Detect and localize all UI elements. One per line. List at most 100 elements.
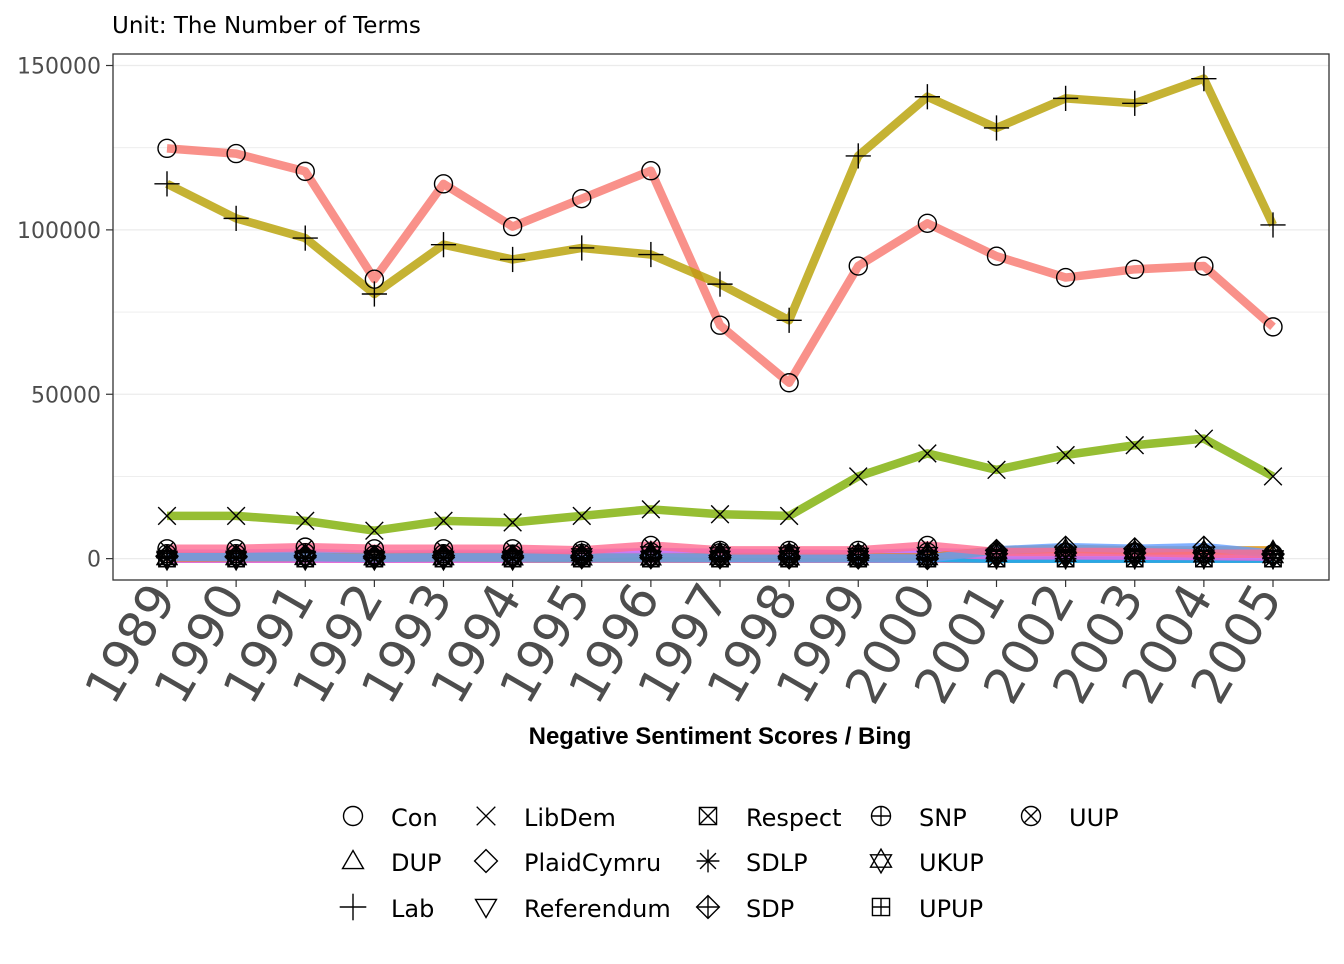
data-point-con: [848, 256, 868, 276]
plot-border: [112, 53, 1330, 581]
data-point-libdem: [641, 500, 661, 519]
legend-label: UUP: [1069, 804, 1119, 832]
legend: Con DUP Lab LibDem PlaidCymru Referendum Respe…: [339, 804, 1119, 923]
data-point-libdem: [503, 513, 522, 532]
data-point-con: [502, 216, 523, 237]
data-point-uup: [986, 542, 1007, 562]
data-point-lab: [500, 246, 526, 273]
data-point-con: [1263, 317, 1283, 337]
legend-label: SNP: [919, 804, 967, 832]
series-line-con: [166, 144, 1276, 387]
data-point-sdp: [639, 545, 663, 570]
legend-label: SDLP: [746, 849, 808, 877]
data-point-lab: [983, 115, 1010, 141]
data-point-con: [986, 246, 1007, 266]
data-point-lab: [1122, 90, 1148, 116]
legend-key-lab: [339, 893, 367, 921]
data-point-con: [1194, 256, 1214, 276]
data-point-lab: [361, 281, 387, 307]
legend-key-plaidcymru: [473, 848, 499, 874]
data-point-libdem: [365, 521, 384, 541]
data-point-uup: [1263, 544, 1283, 564]
data-point-uup: [157, 539, 177, 559]
data-point-con: [572, 188, 592, 209]
data-point-sdp: [915, 546, 940, 571]
data-point-libdem: [1263, 467, 1283, 486]
series-markers: [154, 66, 1286, 572]
data-point-uup: [226, 539, 246, 559]
data-point-con: [295, 161, 315, 182]
data-point-con: [710, 315, 730, 335]
data-point-libdem: [710, 504, 730, 524]
data-point-libdem: [1125, 435, 1145, 455]
data-point-con: [226, 143, 246, 164]
data-point-lab: [154, 171, 180, 197]
data-point-libdem: [987, 460, 1006, 480]
data-point-lab: [776, 307, 802, 333]
data-point-lab: [569, 235, 595, 261]
y-tick-label: 100000: [17, 219, 101, 244]
data-point-libdem: [157, 506, 177, 526]
data-point-libdem: [572, 506, 592, 526]
y-tick-label: 50000: [31, 383, 101, 408]
data-point-uup: [641, 535, 661, 556]
legend-key-sdlp: [696, 849, 720, 873]
legend-key-libdem: [476, 806, 496, 826]
data-point-con: [779, 373, 799, 393]
data-point-uup: [1055, 542, 1076, 562]
data-point-lab: [914, 84, 940, 110]
legend-label: DUP: [391, 849, 442, 877]
data-point-lab: [430, 232, 457, 258]
data-point-uup: [779, 540, 799, 561]
data-point-lab: [1191, 66, 1217, 92]
data-point-uup: [502, 539, 523, 559]
chart-subtitle: Unit: The Number of Terms: [112, 13, 421, 39]
data-point-lab: [845, 143, 871, 169]
data-point-uup: [572, 540, 592, 561]
legend-key-respect: [698, 806, 718, 826]
data-point-lab: [292, 225, 318, 251]
data-point-uup: [1194, 544, 1214, 564]
data-point-con: [1125, 259, 1145, 280]
legend-label: Referendum: [524, 895, 671, 923]
legend-key-uup: [1020, 805, 1042, 827]
legend-label: PlaidCymru: [524, 849, 661, 877]
data-point-libdem: [226, 506, 246, 526]
data-point-con: [157, 138, 177, 159]
x-axis-title: Negative Sentiment Scores / Bing: [529, 723, 912, 750]
data-point-libdem: [295, 511, 315, 531]
data-point-libdem: [848, 467, 868, 486]
legend-key-referendum: [474, 898, 498, 919]
data-point-libdem: [1056, 445, 1075, 465]
data-point-uup: [917, 535, 938, 556]
legend-label: Respect: [746, 804, 841, 832]
data-point-lab: [638, 241, 664, 268]
data-point-lab: [707, 271, 733, 297]
legend-key-upup: [871, 897, 891, 917]
y-axis: 0 50000 100000 150000: [17, 55, 113, 573]
y-tick-label: 0: [87, 548, 101, 573]
data-point-libdem: [918, 444, 937, 463]
legend-label: Lab: [391, 895, 434, 923]
data-point-lab: [223, 205, 249, 231]
legend-label: UPUP: [919, 895, 983, 923]
legend-key-sdp: [695, 894, 721, 920]
data-point-uup: [848, 540, 868, 561]
data-point-libdem: [779, 506, 799, 526]
data-point-libdem: [434, 511, 453, 531]
data-point-uup: [1125, 542, 1145, 562]
legend-key-snp: [870, 805, 892, 827]
legend-label: SDP: [746, 895, 794, 923]
data-point-lab: [1260, 212, 1286, 238]
legend-label: Con: [391, 804, 438, 832]
plot-panel: [113, 54, 1329, 580]
data-point-uup: [433, 539, 454, 559]
data-point-uup: [364, 539, 385, 559]
data-point-con: [917, 213, 938, 234]
x-axis: 1989199019911992199319941995199619971998…: [74, 574, 1294, 713]
data-point-con: [641, 161, 661, 181]
legend-label: UKUP: [919, 849, 984, 877]
data-point-libdem: [1194, 429, 1214, 448]
